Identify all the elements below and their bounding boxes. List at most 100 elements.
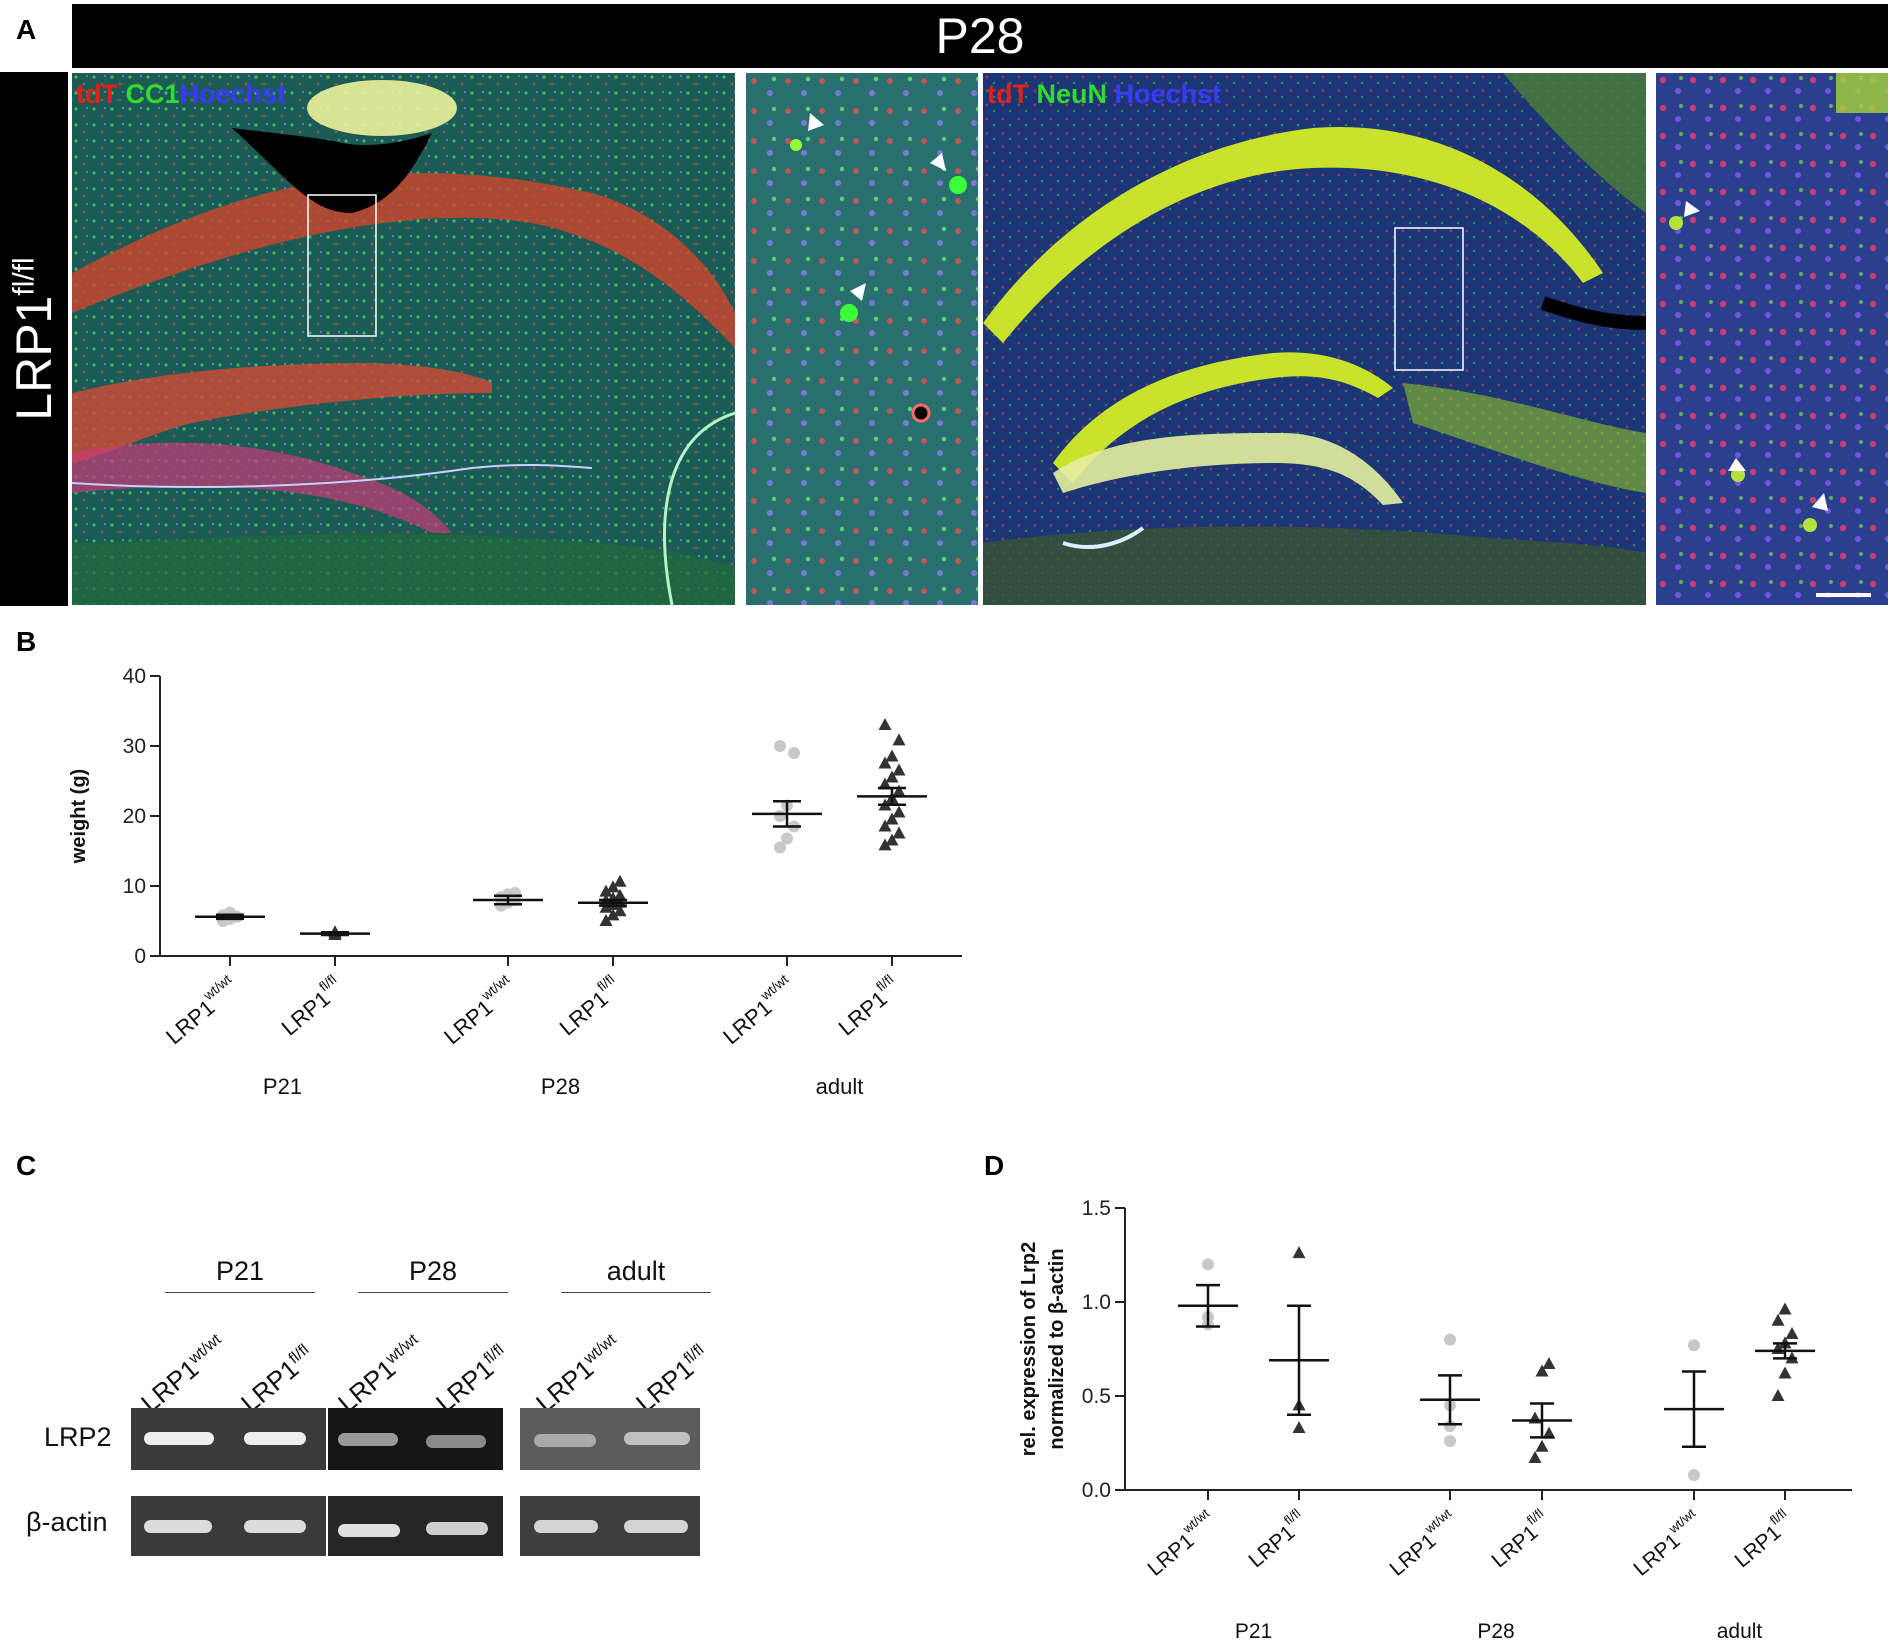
x-tick-label: LRP1fl/fl — [274, 972, 348, 1041]
gel-group-label-p28: P28 — [408, 1256, 458, 1286]
x-group-label: P21 — [263, 1074, 302, 1099]
x-tick-label: LRP1fl/fl — [831, 972, 905, 1041]
data-point — [892, 763, 906, 776]
micrograph-cc1-stain-label: tdT CC1Hoechst — [76, 79, 287, 109]
gel-row-label-beta-actin: β-actin — [26, 1507, 108, 1537]
gel-band — [244, 1432, 306, 1445]
data-point — [613, 904, 627, 917]
data-point — [1771, 1313, 1785, 1326]
panel-a-side-label: LRP1fl/fl — [6, 257, 62, 421]
gel-band — [534, 1520, 598, 1533]
gel-beta-actin-p21 — [131, 1496, 326, 1556]
data-point — [774, 841, 786, 854]
panel-d-letter: D — [984, 1150, 1005, 1181]
gel-band — [534, 1434, 596, 1447]
data-point — [1528, 1451, 1542, 1464]
y-axis-title: weight (g) — [68, 769, 90, 864]
gel-lrp2-adult — [520, 1408, 700, 1470]
data-point — [781, 832, 793, 845]
data-point — [878, 756, 892, 769]
x-tick-label: LRP1fl/fl — [552, 972, 626, 1041]
y-tick-label: 0.5 — [1082, 1385, 1111, 1408]
x-tick-label: LRP1fl/fl — [1241, 1506, 1313, 1573]
gel-group-label-adult: adult — [606, 1256, 666, 1286]
x-tick-label: LRP1fl/fl — [1484, 1506, 1556, 1573]
data-point — [1785, 1326, 1799, 1339]
data-point — [892, 784, 906, 797]
y-tick-label: 20 — [123, 805, 146, 828]
data-point — [1292, 1420, 1306, 1433]
y-axis-title: rel. expression of Lrp2 normalized to β-a… — [1018, 1242, 1068, 1457]
gel-group-label-p21: P21 — [215, 1256, 265, 1286]
gel-band — [338, 1433, 398, 1446]
y-tick-label: 30 — [123, 735, 146, 758]
data-point — [1292, 1246, 1306, 1259]
gel-group-line-adult — [561, 1292, 711, 1293]
gel-group-line-p28 — [358, 1292, 508, 1293]
x-tick-label: LRP1fl/fl — [1727, 1506, 1799, 1573]
gel-lrp2-p21 — [131, 1408, 326, 1470]
gel-band — [338, 1524, 400, 1537]
data-point — [878, 838, 892, 851]
data-point — [1202, 1258, 1214, 1271]
x-tick-label: LRP1wt/wt — [437, 971, 522, 1049]
gel-band — [624, 1432, 690, 1445]
gel-lane-label: LRP1wt/wt — [530, 1331, 620, 1419]
data-point — [1778, 1366, 1792, 1379]
data-point — [892, 826, 906, 839]
data-point — [606, 908, 620, 921]
panel-d-chart: 0.0 0.5 1.0 1.5 rel. expression of Lrp2 norma… — [1000, 1170, 1880, 1647]
data-point — [885, 812, 899, 825]
data-point — [1535, 1439, 1549, 1452]
x-group-label: P28 — [541, 1074, 580, 1099]
data-point — [1535, 1364, 1549, 1377]
data-point — [1542, 1426, 1556, 1439]
data-point — [509, 887, 521, 899]
gel-group-line-p21 — [165, 1292, 315, 1293]
panel-a-header: P28 — [72, 4, 1888, 68]
x-tick-label: LRP1wt/wt — [1140, 1505, 1222, 1580]
gel-band — [144, 1432, 214, 1445]
data-point — [885, 749, 899, 762]
data-point — [892, 733, 906, 746]
panel-b-chart: 0 10 20 30 40 weight (g) LRP1wt/wt LRP1fl/fl L… — [0, 640, 1000, 1110]
data-point — [606, 880, 620, 893]
data-point — [1528, 1411, 1542, 1424]
gel-beta-actin-adult — [520, 1496, 700, 1556]
data-point — [892, 805, 906, 818]
y-tick-label: 0.0 — [1082, 1479, 1111, 1502]
y-tick-label: 0 — [134, 945, 146, 968]
panel-a-side-bar: LRP1fl/fl — [0, 72, 68, 606]
data-point — [1444, 1435, 1456, 1448]
x-group-label: adult — [1717, 1620, 1763, 1643]
panel-c-letter: C — [16, 1150, 37, 1181]
micrograph-neun-stain-label: tdT NeuN Hoechst — [987, 79, 1222, 109]
panel-a-header-label: P28 — [935, 8, 1025, 64]
data-point — [878, 777, 892, 790]
y-tick-label: 40 — [123, 665, 146, 688]
micrograph-neun-inset — [1656, 73, 1888, 605]
data-point — [1688, 1468, 1700, 1481]
data-point — [1771, 1389, 1785, 1401]
data-point — [1444, 1333, 1456, 1346]
x-group-label: P21 — [1235, 1620, 1272, 1643]
data-point — [774, 810, 786, 822]
y-axis-title-line: rel. expression of Lrp2 — [1018, 1242, 1040, 1457]
panel-b-chart-svg: 0 10 20 30 40 weight (g) LRP1wt/wt LRP1fl/fl L… — [68, 665, 962, 1099]
data-point — [885, 770, 899, 783]
panel-d-chart-svg: 0.0 0.5 1.0 1.5 rel. expression of Lrp2 norma… — [1018, 1197, 1852, 1643]
y-axis-title-line: weight (g) — [68, 769, 90, 864]
panel-c-gel-figure: P21 P28 adult LRP1wt/wt LRP1fl/fl LRP1wt… — [0, 1240, 740, 1570]
data-point — [613, 888, 627, 901]
gel-lane-label: LRP1wt/wt — [332, 1331, 422, 1419]
micrograph-cc1-inset — [746, 73, 978, 605]
y-axis-title-line: normalized to β-actin — [1046, 1248, 1068, 1449]
panel-a-letter: A — [16, 14, 37, 45]
gel-band — [144, 1520, 212, 1533]
micrograph-neun-overview: tdT NeuN Hoechst — [983, 73, 1646, 605]
data-point — [1778, 1302, 1792, 1315]
data-point — [599, 884, 613, 897]
panel-b-letter: B — [16, 626, 37, 657]
data-point — [1542, 1357, 1556, 1370]
gel-band — [624, 1520, 688, 1533]
